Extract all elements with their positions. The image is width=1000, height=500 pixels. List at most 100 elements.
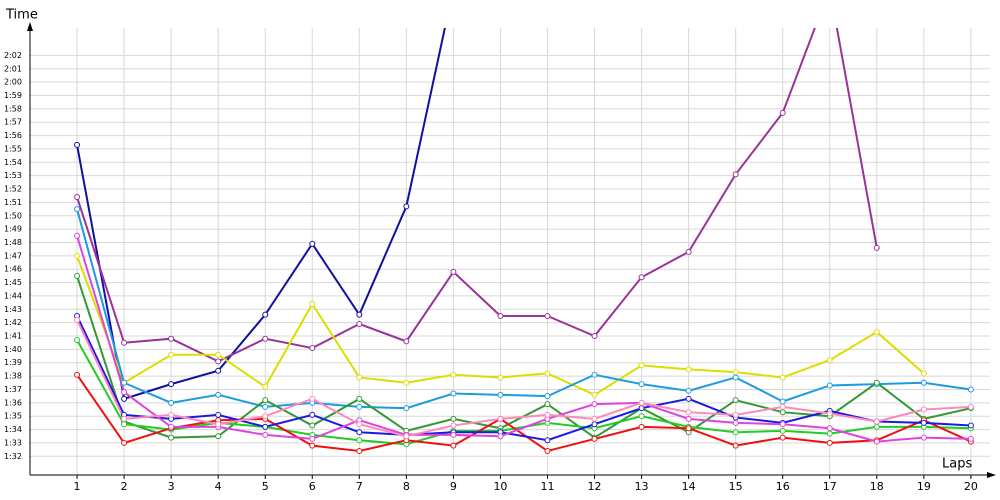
x-tick-label: 4 <box>215 480 222 493</box>
x-tick-label: 3 <box>168 480 175 493</box>
y-tick-label: 1:36 <box>4 398 22 407</box>
grid <box>30 28 990 475</box>
point <box>450 268 457 275</box>
point <box>262 335 269 342</box>
point <box>779 398 786 405</box>
series-line <box>76 208 972 410</box>
point <box>262 403 269 410</box>
point <box>873 418 880 425</box>
y-arrow <box>27 22 33 31</box>
point <box>74 371 81 378</box>
x-tick-label: 7 <box>356 480 363 493</box>
point <box>356 374 363 381</box>
point <box>826 410 833 417</box>
x-tick-label: 14 <box>682 480 696 493</box>
point <box>638 274 645 281</box>
point <box>873 329 880 336</box>
point <box>168 335 175 342</box>
x-tick-label: 12 <box>588 480 602 493</box>
y-tick-label: 2:00 <box>4 78 22 87</box>
x-tick-label: 10 <box>493 480 507 493</box>
point <box>685 409 692 416</box>
point <box>215 421 222 428</box>
point <box>356 395 363 402</box>
point <box>544 447 551 454</box>
point <box>732 442 739 449</box>
point <box>262 431 269 438</box>
point <box>168 381 175 388</box>
y-tick-label: 1:43 <box>4 305 22 314</box>
y-tick-label: 1:33 <box>4 438 22 447</box>
y-tick-label: 1:35 <box>4 412 22 421</box>
point <box>826 357 833 364</box>
point <box>309 411 316 418</box>
series-line <box>76 319 971 438</box>
y-tick-label: 1:51 <box>4 198 22 207</box>
point <box>920 370 927 377</box>
point <box>168 411 175 418</box>
point <box>732 397 739 404</box>
point <box>356 437 363 444</box>
point <box>356 320 363 327</box>
x-tick-label: 2 <box>121 480 128 493</box>
point <box>403 338 410 345</box>
point <box>638 405 645 412</box>
point <box>356 429 363 436</box>
point <box>967 435 974 442</box>
x-tick-label: 11 <box>540 480 554 493</box>
point <box>685 415 692 422</box>
y-tick-label: 1:49 <box>4 225 22 234</box>
point <box>74 337 81 344</box>
point <box>262 397 269 404</box>
point <box>450 431 457 438</box>
point <box>74 206 81 213</box>
point <box>732 429 739 436</box>
y-tick-label: 1:52 <box>4 185 22 194</box>
series-line <box>76 374 972 453</box>
y-tick-label: 1:48 <box>4 238 22 247</box>
point <box>356 421 363 428</box>
point <box>450 415 457 422</box>
point <box>920 379 927 386</box>
point <box>544 411 551 418</box>
y-tick-label: 1:45 <box>4 278 22 287</box>
point <box>121 439 128 446</box>
y-axis-label: Time <box>5 8 38 23</box>
point <box>732 419 739 426</box>
point <box>685 366 692 373</box>
point <box>309 395 316 402</box>
point <box>309 240 316 247</box>
y-tick-label: 1:44 <box>4 291 22 300</box>
point <box>356 311 363 318</box>
point <box>591 371 598 378</box>
point <box>779 434 786 441</box>
series-line <box>76 28 878 363</box>
point <box>779 427 786 434</box>
point <box>920 419 927 426</box>
series-line <box>76 235 971 443</box>
point <box>74 272 81 279</box>
point <box>638 413 645 420</box>
x-tick-label: 9 <box>450 480 457 493</box>
point <box>403 379 410 386</box>
y-tick-label: 1:41 <box>4 332 22 341</box>
point <box>544 370 551 377</box>
point <box>873 438 880 445</box>
y-tick-label: 2:02 <box>4 51 22 60</box>
point <box>215 391 222 398</box>
point <box>168 434 175 441</box>
point <box>497 433 504 440</box>
y-tick-label: 1:54 <box>4 158 22 167</box>
point <box>403 405 410 412</box>
x-tick-label: 1 <box>74 480 81 493</box>
point <box>920 434 927 441</box>
point <box>450 371 457 378</box>
y-tick-label: 1:34 <box>4 425 22 434</box>
point <box>638 381 645 388</box>
point <box>121 395 128 402</box>
point <box>215 367 222 374</box>
y-tick-label: 1:32 <box>4 452 22 461</box>
point <box>685 395 692 402</box>
y-tick-label: 1:59 <box>4 91 22 100</box>
